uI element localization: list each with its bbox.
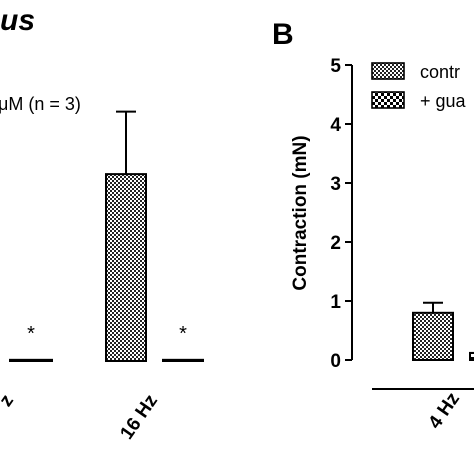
y-tick-label: 1 [330,292,341,313]
y-axis-title: Contraction (mN) [290,135,311,290]
significance-mark: * [179,323,187,345]
x-tick-label: z [0,391,18,411]
legend-label-gua: + gua [420,91,467,111]
panel-a-annotation: μM (n = 3) [0,94,81,114]
y-tick-label: 2 [330,233,341,254]
bar [162,358,204,363]
legend-swatch-gua [371,91,405,109]
y-tick-label: 4 [330,115,341,136]
panel-b-title: B [272,18,294,51]
bar [105,173,147,362]
bar [9,358,53,363]
y-tick-label: 3 [330,174,341,195]
y-tick-label: 0 [330,351,341,372]
panel-a: us μM (n = 3) * * z 16 Hz [0,4,204,444]
legend-swatch-contr [371,62,405,80]
bar [469,351,474,362]
x-tick-label: 16 Hz [116,391,162,444]
panel-b: B Contraction (mN) 0 1 2 3 4 5 4 Hz contr + gu… [272,18,474,433]
legend: contr + gua [371,62,467,111]
panel-a-title: us [0,4,35,37]
significance-mark: * [27,323,35,345]
bar [412,311,454,361]
y-tick-label: 5 [330,56,341,77]
x-tick-label: 4 Hz [424,389,464,433]
legend-label-contr: contr [420,62,460,82]
